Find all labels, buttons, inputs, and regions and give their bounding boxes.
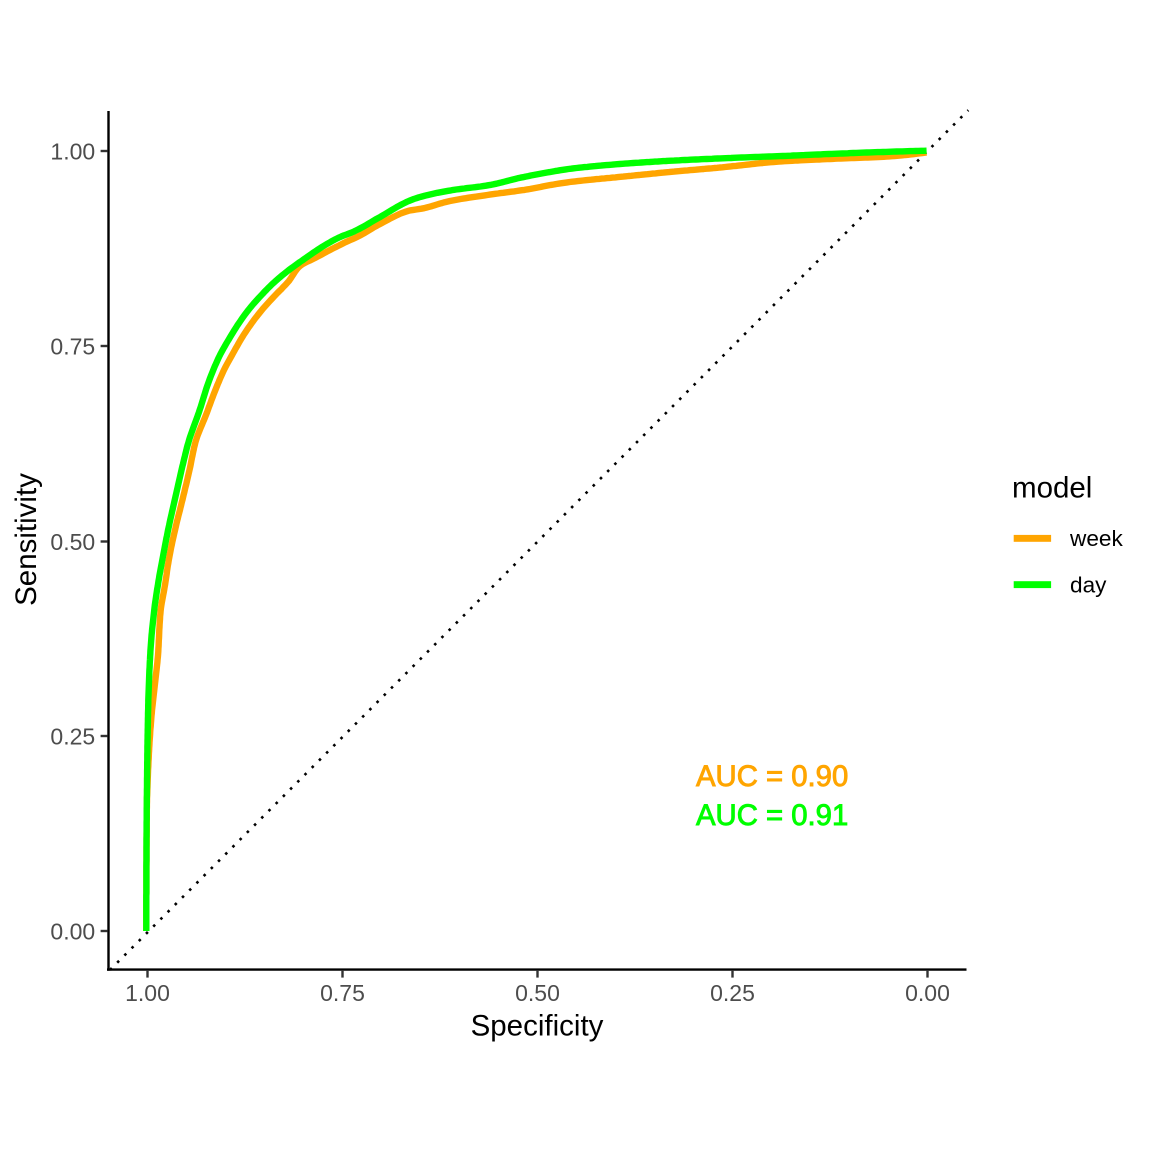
svg-text:0.50: 0.50 [50, 529, 95, 555]
svg-text:AUC = 0.90: AUC = 0.90 [696, 760, 848, 793]
svg-text:0.25: 0.25 [710, 980, 755, 1006]
svg-text:0.25: 0.25 [50, 724, 95, 750]
svg-text:Specificity: Specificity [471, 1009, 604, 1042]
svg-text:Sensitivity: Sensitivity [10, 473, 43, 606]
svg-text:0.75: 0.75 [50, 334, 95, 360]
svg-text:0.75: 0.75 [320, 980, 365, 1006]
svg-text:0.00: 0.00 [905, 980, 950, 1006]
svg-text:AUC = 0.91: AUC = 0.91 [696, 799, 848, 832]
svg-text:1.00: 1.00 [125, 980, 170, 1006]
svg-text:week: week [1069, 526, 1123, 551]
svg-text:1.00: 1.00 [50, 139, 95, 165]
svg-text:day: day [1070, 573, 1107, 598]
svg-text:model: model [1012, 472, 1092, 505]
svg-text:0.50: 0.50 [515, 980, 560, 1006]
svg-text:0.00: 0.00 [50, 919, 95, 945]
